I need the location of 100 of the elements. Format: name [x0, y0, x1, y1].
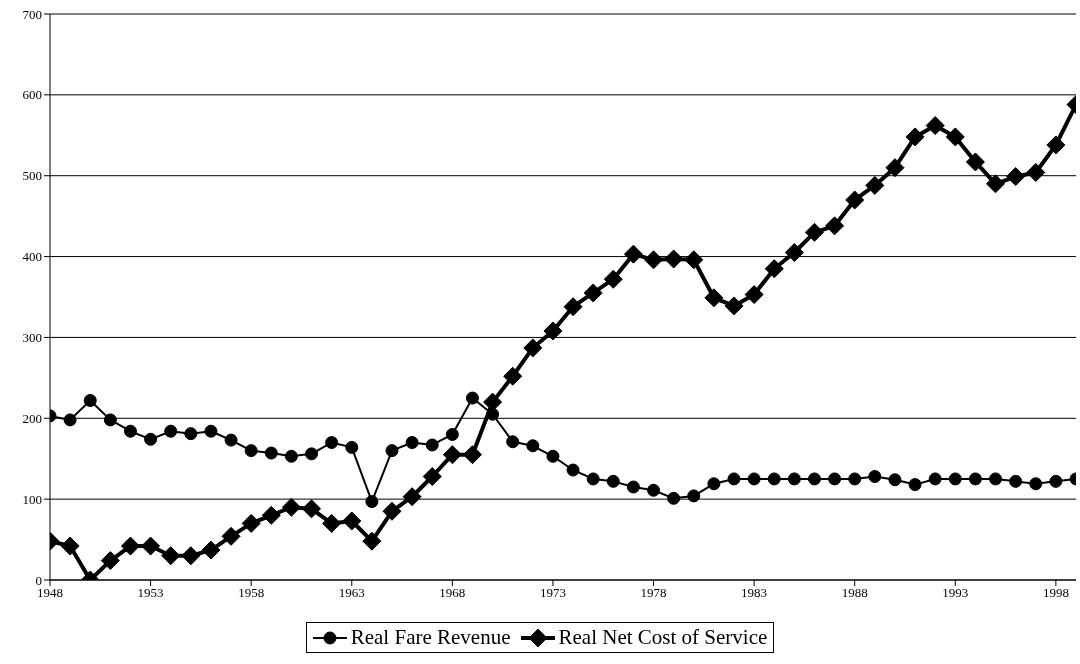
point	[302, 499, 322, 519]
point	[989, 472, 1003, 486]
point	[184, 427, 198, 441]
y-tick-label: 500	[22, 168, 42, 184]
point	[345, 440, 359, 454]
point	[63, 413, 77, 427]
x-tick-label: 1953	[137, 585, 164, 601]
point	[707, 477, 721, 491]
point	[1006, 167, 1026, 187]
point	[1009, 474, 1023, 488]
legend-label: Real Net Cost of Service	[558, 625, 768, 650]
point	[483, 392, 503, 412]
point	[986, 174, 1006, 194]
point	[727, 472, 741, 486]
point	[885, 158, 905, 178]
point	[626, 480, 640, 494]
point	[704, 288, 724, 308]
point	[284, 449, 298, 463]
point	[264, 446, 278, 460]
point	[586, 472, 600, 486]
point	[445, 427, 459, 441]
point	[566, 463, 580, 477]
x-tick-label: 1948	[37, 585, 63, 601]
point	[382, 501, 402, 521]
x-tick-label: 1968	[439, 585, 466, 601]
point	[164, 424, 178, 438]
point	[623, 244, 643, 264]
point	[908, 478, 922, 492]
point	[261, 505, 281, 525]
point	[1029, 477, 1043, 491]
point	[201, 540, 221, 560]
point	[523, 338, 543, 358]
point	[543, 321, 563, 341]
point	[204, 424, 218, 438]
point	[526, 439, 540, 453]
legend-label: Real Fare Revenue	[350, 625, 511, 650]
point	[787, 472, 801, 486]
point	[60, 536, 80, 556]
x-tick-label: 1958	[238, 585, 265, 601]
y-tick-label: 600	[22, 87, 42, 103]
point	[928, 472, 942, 486]
point	[405, 436, 419, 450]
point	[744, 285, 764, 305]
point	[603, 269, 623, 289]
point	[724, 296, 744, 316]
point	[865, 175, 885, 195]
point	[442, 445, 462, 465]
point	[462, 445, 482, 465]
point	[747, 472, 761, 486]
point	[868, 470, 882, 483]
point	[503, 366, 523, 386]
point	[144, 432, 158, 446]
x-tick-label: 1963	[338, 585, 365, 601]
y-tick-label: 300	[22, 330, 42, 346]
point	[83, 394, 97, 407]
x-tick-label: 1973	[539, 585, 566, 601]
y-tick-label: 700	[22, 6, 42, 22]
y-tick-label: 0	[35, 572, 42, 588]
point	[647, 483, 661, 497]
point	[161, 546, 181, 566]
point	[807, 472, 821, 486]
point	[120, 536, 140, 556]
point	[123, 424, 137, 438]
point	[845, 190, 865, 210]
x-tick-label: 1998	[1042, 585, 1069, 601]
point	[687, 489, 701, 503]
point	[684, 250, 704, 270]
point	[968, 472, 982, 486]
x-tick-label: 1993	[942, 585, 969, 601]
point	[644, 250, 664, 270]
y-tick-label: 200	[22, 410, 42, 426]
point	[804, 222, 824, 242]
point	[667, 491, 681, 505]
point	[905, 127, 925, 147]
point	[825, 216, 845, 236]
point	[784, 243, 804, 263]
point	[244, 444, 258, 458]
point	[325, 436, 339, 450]
point	[322, 513, 342, 533]
x-tick-label: 1983	[741, 585, 768, 601]
y-tick-label: 400	[22, 249, 42, 265]
x-tick-label: 1978	[640, 585, 667, 601]
point	[342, 511, 362, 531]
point	[241, 513, 261, 533]
point	[425, 438, 439, 452]
point	[221, 526, 241, 546]
point	[606, 474, 620, 488]
point	[465, 391, 479, 405]
point	[848, 472, 862, 486]
point	[103, 413, 117, 427]
point	[546, 449, 560, 463]
point	[965, 152, 985, 172]
y-tick-label: 100	[22, 491, 42, 507]
point	[281, 497, 301, 517]
point	[888, 473, 902, 487]
point	[828, 472, 842, 486]
point	[764, 259, 784, 279]
point	[664, 249, 684, 269]
point	[365, 495, 379, 509]
x-tick-label: 1988	[841, 585, 868, 601]
